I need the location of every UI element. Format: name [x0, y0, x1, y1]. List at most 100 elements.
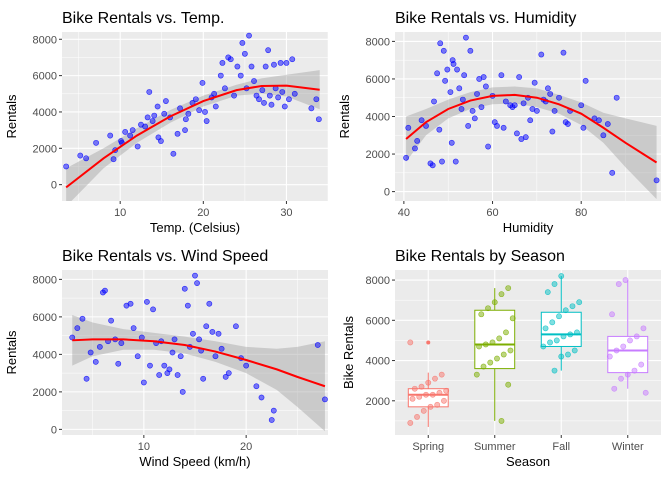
data-point [418, 117, 425, 124]
y-tick-label: 4000 [366, 356, 390, 368]
data-point [196, 107, 203, 114]
data-point [434, 70, 441, 77]
jitter-point [494, 355, 500, 362]
jitter-point [503, 329, 509, 336]
data-point [202, 109, 208, 115]
data-point [92, 358, 99, 365]
data-point [170, 150, 177, 157]
data-point [161, 110, 168, 117]
data-point [237, 72, 244, 79]
y-tick-label: 0 [384, 187, 390, 199]
data-point [138, 334, 145, 341]
data-point [522, 134, 529, 141]
jitter-point [420, 407, 427, 414]
axes: 2000 4000 6000 8000 Spring Summer Fall Winter [366, 275, 644, 453]
data-point [613, 94, 620, 101]
data-point [653, 177, 660, 184]
chart-title: Bike Rentals vs. Wind Speed [62, 248, 268, 265]
data-point [96, 343, 103, 350]
data-point [134, 353, 141, 360]
data-point [498, 72, 505, 79]
jitter-point [638, 361, 645, 368]
jitter-point [558, 273, 565, 279]
box-outlier [426, 340, 431, 345]
plot-marks [69, 272, 328, 432]
data-point [184, 302, 191, 309]
data-point [600, 132, 607, 139]
jitter-point [436, 389, 443, 396]
data-point [514, 130, 520, 137]
plot-marks [403, 34, 660, 200]
y-tick-label: 2000 [33, 387, 57, 399]
data-point [545, 85, 551, 92]
data-point [79, 315, 86, 322]
data-point [243, 362, 250, 369]
jitter-point [434, 401, 441, 408]
y-tick-label: 8000 [366, 275, 390, 287]
data-point [440, 47, 447, 54]
jitter-point [562, 307, 569, 314]
data-point [215, 330, 222, 337]
data-point [212, 103, 219, 110]
panel-background [62, 32, 328, 201]
data-point [87, 349, 94, 356]
jitter-point [553, 337, 560, 344]
data-point [469, 107, 476, 114]
data-point [604, 121, 611, 127]
data-point [129, 127, 136, 134]
data-point [291, 90, 298, 97]
data-point [279, 89, 286, 95]
data-point [127, 132, 134, 139]
y-tick-label: 6000 [366, 74, 390, 86]
data-point [169, 349, 176, 356]
jitter-point [615, 281, 622, 287]
jitter-point [622, 277, 629, 283]
confidence-band [66, 70, 320, 201]
data-point [147, 362, 153, 369]
jitter-point [620, 343, 627, 350]
data-point [231, 92, 237, 99]
y-tick-label: 6000 [33, 312, 57, 324]
data-point [308, 105, 315, 112]
data-point [494, 122, 500, 129]
jitter-point [551, 367, 558, 374]
data-point [161, 362, 168, 369]
x-tick-label: 20 [240, 441, 252, 453]
jitter-point [624, 371, 631, 378]
data-point [461, 72, 468, 79]
data-point [277, 59, 284, 66]
data-point [454, 66, 460, 73]
jitter-point [627, 337, 633, 344]
jitter-point [549, 319, 556, 326]
confidence-band [406, 86, 657, 200]
data-point [431, 98, 437, 105]
jitter-point [571, 347, 578, 354]
data-point [211, 90, 218, 97]
jitter-point [438, 371, 445, 378]
data-point [158, 138, 164, 144]
chart-panel-2: 0 2000 4000 6000 8000 40 60 80 Bike Rentals vs. … [337, 10, 661, 235]
data-point [261, 99, 267, 106]
jitter-point [476, 343, 482, 350]
axes: 0 2000 4000 6000 8000 40 60 80 [366, 36, 588, 219]
data-point [150, 306, 156, 313]
data-point [192, 96, 199, 103]
data-point [199, 79, 206, 86]
jitter-point [411, 385, 418, 392]
data-point [93, 139, 99, 146]
data-point [436, 126, 443, 133]
jitter-point [640, 325, 647, 332]
jitter-point [443, 387, 450, 394]
smooth-line [405, 93, 658, 164]
x-tick-label: Fall [552, 441, 570, 453]
data-point [262, 63, 269, 70]
data-point [265, 47, 272, 54]
data-point [313, 96, 320, 103]
data-point [83, 155, 90, 162]
jitter-point [618, 375, 624, 382]
chart-title: Bike Rentals vs. Humidity [395, 10, 576, 27]
jitter-point [429, 391, 436, 398]
data-point [209, 328, 216, 335]
jitter-point [427, 403, 434, 410]
